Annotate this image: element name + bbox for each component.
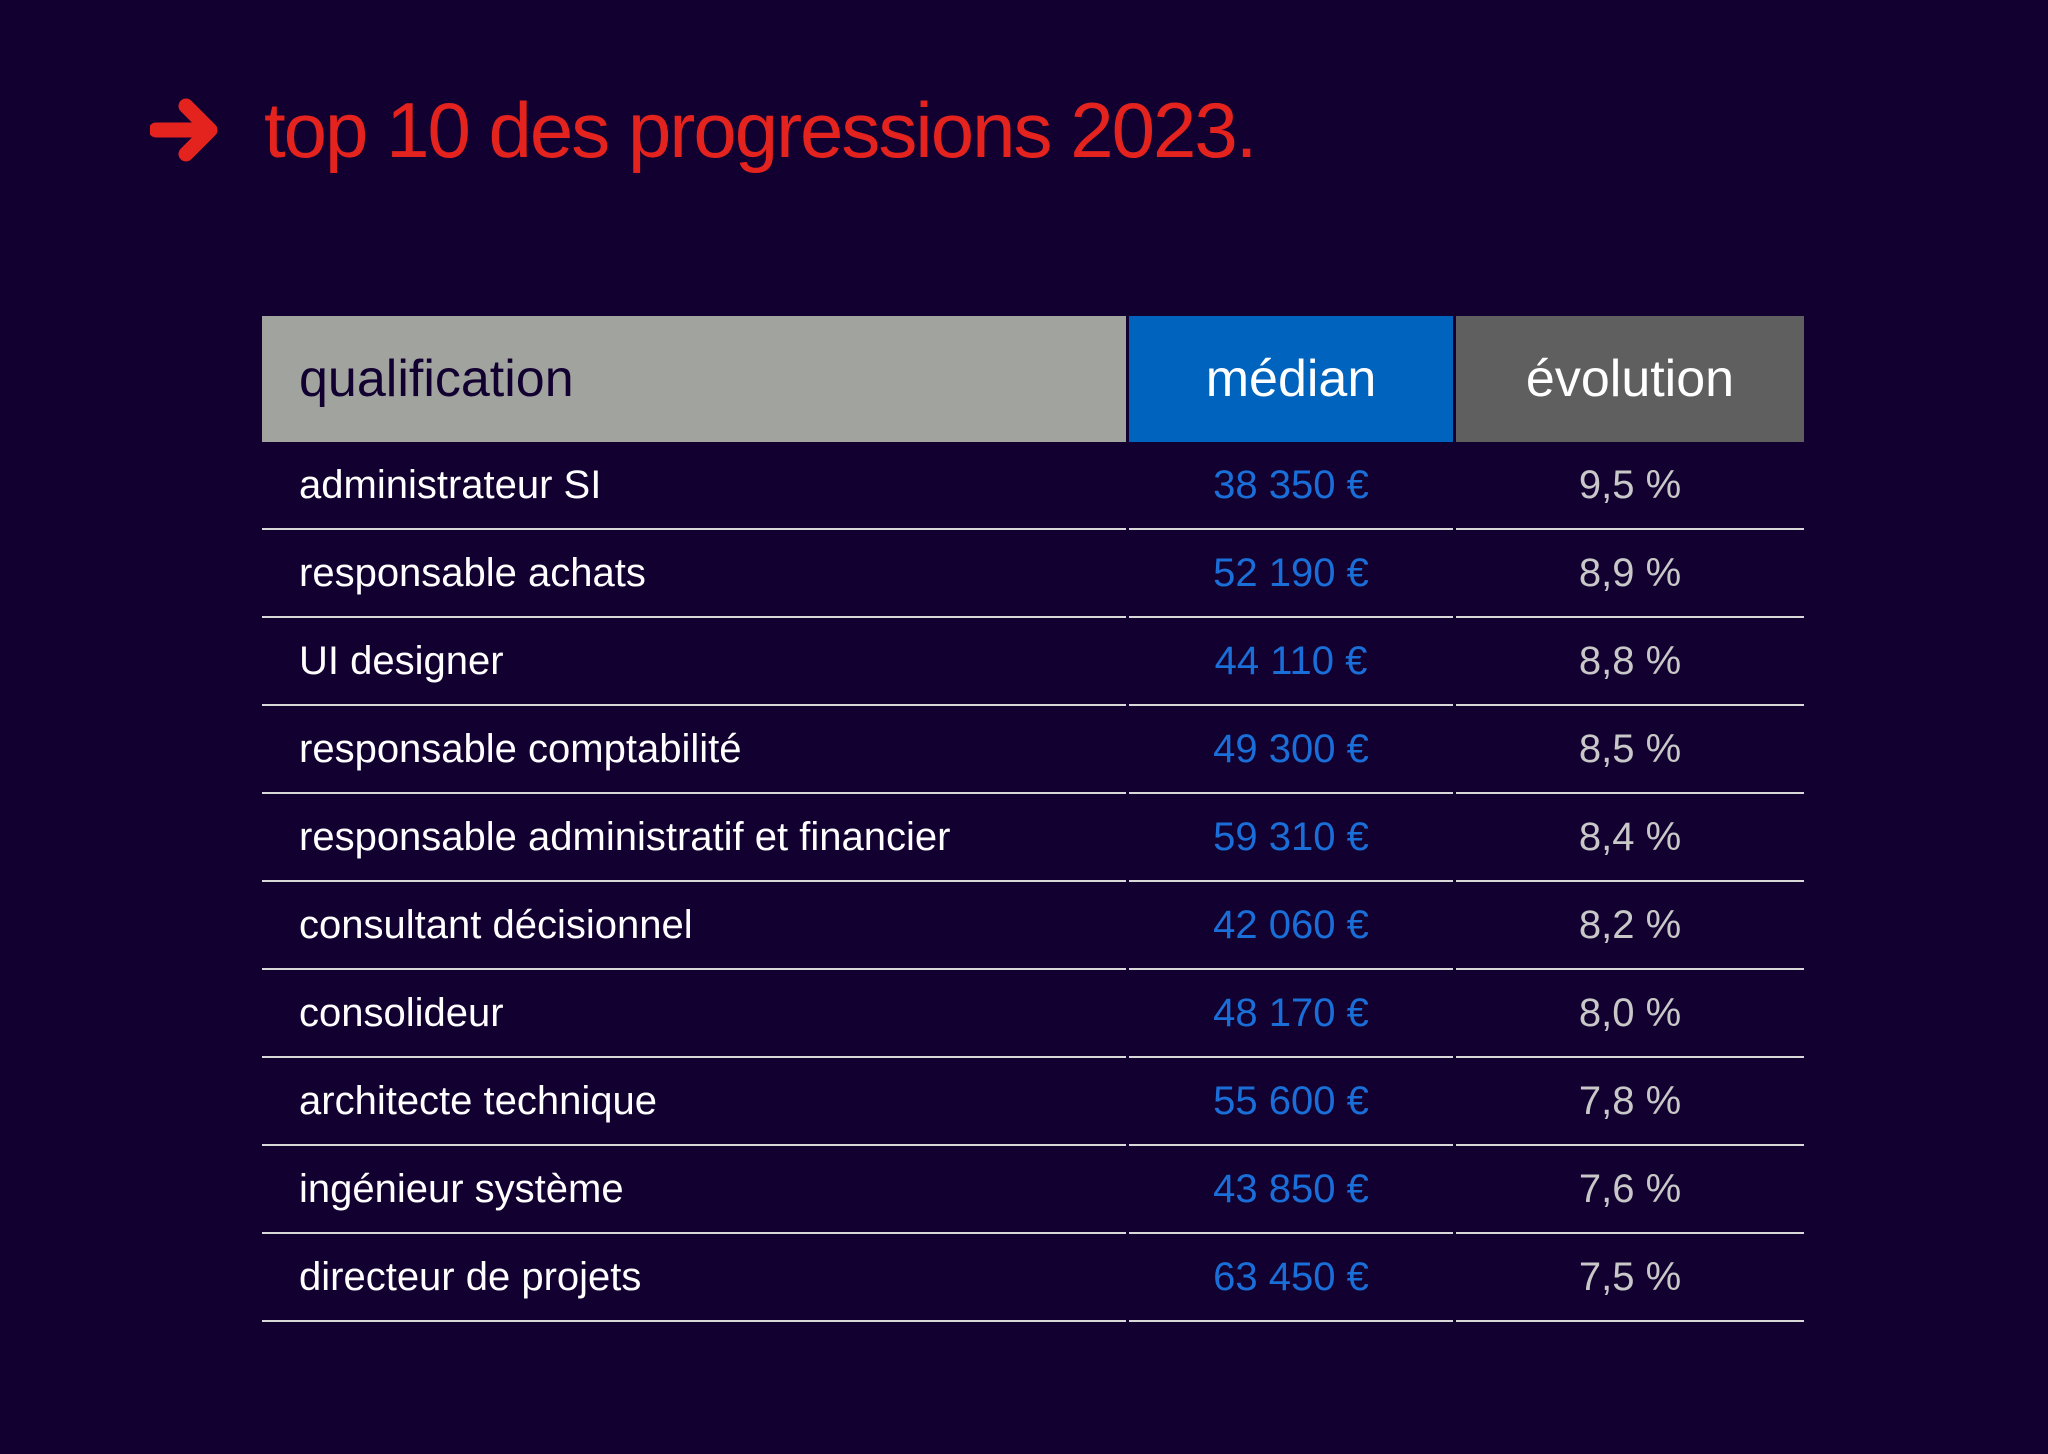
table-row: consolideur 48 170 €8,0 %	[262, 970, 1804, 1058]
evolution-cell: 8,4 %	[1456, 794, 1804, 882]
evolution-cell: 7,5 %	[1456, 1234, 1804, 1322]
evolution-cell: 7,8 %	[1456, 1058, 1804, 1146]
header-median: médian	[1129, 316, 1453, 442]
median-cell: 59 310 €	[1129, 794, 1453, 882]
table-row: responsable achats 52 190 €8,9 %	[262, 530, 1804, 618]
table-row: directeur de projets 63 450 €7,5 %	[262, 1234, 1804, 1322]
evolution-cell: 7,6 %	[1456, 1146, 1804, 1234]
qualification-cell: consultant décisionnel	[262, 882, 1126, 970]
table-header: qualification médian évolution	[262, 316, 1804, 442]
evolution-cell: 8,2 %	[1456, 882, 1804, 970]
evolution-cell: 9,5 %	[1456, 442, 1804, 530]
median-cell: 38 350 €	[1129, 442, 1453, 530]
evolution-cell: 8,0 %	[1456, 970, 1804, 1058]
median-cell: 52 190 €	[1129, 530, 1453, 618]
evolution-cell: 8,9 %	[1456, 530, 1804, 618]
table-row: responsable comptabilité 49 300 €8,5 %	[262, 706, 1804, 794]
table-row: consultant décisionnel 42 060 €8,2 %	[262, 882, 1804, 970]
qualification-cell: consolideur	[262, 970, 1126, 1058]
qualification-cell: architecte technique	[262, 1058, 1126, 1146]
table-row: administrateur SI 38 350 €9,5 %	[262, 442, 1804, 530]
table-row: ingénieur système 43 850 €7,6 %	[262, 1146, 1804, 1234]
qualification-cell: UI designer	[262, 618, 1126, 706]
evolution-cell: 8,5 %	[1456, 706, 1804, 794]
qualification-cell: ingénieur système	[262, 1146, 1126, 1234]
table-body: administrateur SI 38 350 €9,5 % responsabl…	[262, 442, 1804, 1322]
qualification-cell: directeur de projets	[262, 1234, 1126, 1322]
table-row: UI designer 44 110 €8,8 %	[262, 618, 1804, 706]
title-block: top 10 des progressions 2023.	[150, 80, 1257, 180]
median-cell: 48 170 €	[1129, 970, 1453, 1058]
table-row: responsable administratif et financier 59…	[262, 794, 1804, 882]
qualification-cell: responsable achats	[262, 530, 1126, 618]
page-title: top 10 des progressions 2023.	[264, 85, 1257, 174]
data-table: qualification médian évolution administr…	[262, 316, 1804, 1322]
header-evolution: évolution	[1456, 316, 1804, 442]
median-cell: 44 110 €	[1129, 618, 1453, 706]
header-qualification: qualification	[262, 316, 1126, 442]
median-cell: 49 300 €	[1129, 706, 1453, 794]
median-cell: 63 450 €	[1129, 1234, 1453, 1322]
median-cell: 42 060 €	[1129, 882, 1453, 970]
qualification-cell: responsable comptabilité	[262, 706, 1126, 794]
median-cell: 55 600 €	[1129, 1058, 1453, 1146]
median-cell: 43 850 €	[1129, 1146, 1453, 1234]
evolution-cell: 8,8 %	[1456, 618, 1804, 706]
qualification-cell: responsable administratif et financier	[262, 794, 1126, 882]
arrow-right-icon	[150, 98, 218, 162]
table-row: architecte technique 55 600 €7,8 %	[262, 1058, 1804, 1146]
qualification-cell: administrateur SI	[262, 442, 1126, 530]
